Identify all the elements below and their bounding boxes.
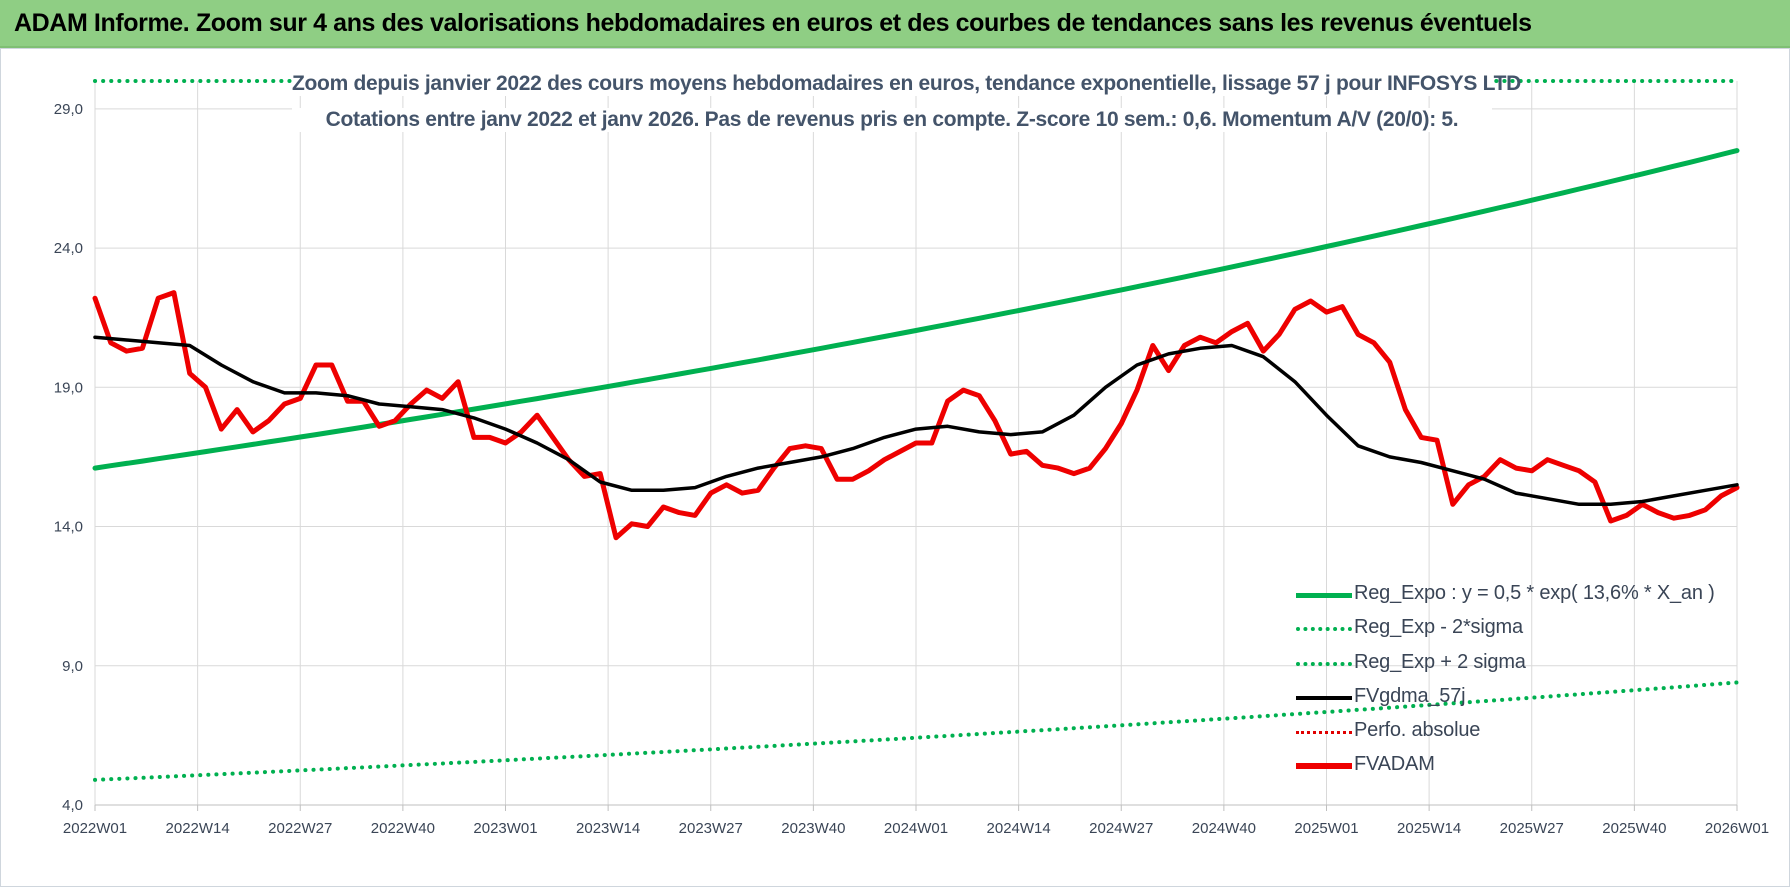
x-tick-label: 2022W27 xyxy=(268,820,332,837)
y-tick-label: 14,0 xyxy=(54,519,83,536)
x-tick-label: 2025W40 xyxy=(1602,820,1666,837)
chart-subtitle: Cotations entre janv 2022 et janv 2026. … xyxy=(292,108,1492,132)
legend-label: Reg_Expo : y = 0,5 * exp( 13,6% * X_an ) xyxy=(1354,582,1715,604)
report-banner: ADAM Informe. Zoom sur 4 ans des valoris… xyxy=(0,0,1790,48)
legend-label: FVgdma_57j xyxy=(1354,684,1466,707)
legend-swatch-solid-red xyxy=(1296,763,1352,770)
chart-title: Zoom depuis janvier 2022 des cours moyen… xyxy=(292,72,1521,96)
report-title: ADAM Informe. Zoom sur 4 ans des valoris… xyxy=(14,9,1532,37)
x-tick-label: 2024W40 xyxy=(1192,820,1256,837)
legend-label: Perfo. absolue xyxy=(1354,719,1481,742)
legend-swatch-dotted-green xyxy=(1296,627,1352,632)
legend-swatch-solid-green xyxy=(1296,593,1352,598)
line-chart: 4,09,014,019,024,029,0 2022W01 2022W14 202… xyxy=(54,79,1769,837)
chart-legend: Reg_Expo : y = 0,5 * exp( 13,6% * X_an )… xyxy=(1296,578,1716,784)
x-tick-label: 2023W40 xyxy=(781,820,845,837)
x-tick-label: 2023W14 xyxy=(576,820,640,837)
series-reg-expo-line xyxy=(92,148,1740,471)
legend-label: Reg_Exp - 2*sigma xyxy=(1354,616,1523,639)
legend-swatch-dotted-green xyxy=(1296,661,1352,666)
x-tick-label: 2024W14 xyxy=(987,820,1051,837)
x-tick-label: 2024W01 xyxy=(884,820,948,837)
legend-entry-fvadam: FVADAM xyxy=(1296,749,1716,783)
x-tick-label: 2022W40 xyxy=(371,820,435,837)
chart-grid xyxy=(94,81,1738,811)
y-axis-tick-labels: 4,0 9,0 14,0 19,0 24,0 29,0 xyxy=(54,101,83,814)
legend-entry-fvgdma: FVgdma_57j xyxy=(1296,681,1716,715)
x-tick-label: 2025W27 xyxy=(1500,820,1564,837)
legend-entry-reg-exp-plus: Reg_Exp + 2 sigma xyxy=(1296,647,1716,681)
x-tick-label: 2023W01 xyxy=(473,820,537,837)
x-tick-label: 2023W27 xyxy=(679,820,743,837)
x-tick-label: 2025W14 xyxy=(1397,820,1461,837)
series-fvgdma-57j-line xyxy=(93,335,1739,507)
x-tick-label: 2026W01 xyxy=(1705,820,1769,837)
legend-entry-reg-expo: Reg_Expo : y = 0,5 * exp( 13,6% * X_an ) xyxy=(1296,578,1716,612)
series-reg-exp-minus-2sigma-line xyxy=(93,680,1739,782)
x-tick-label: 2024W27 xyxy=(1089,820,1153,837)
y-tick-label: 29,0 xyxy=(54,101,83,118)
legend-entry-perfo-absolue: Perfo. absolue xyxy=(1296,715,1716,749)
legend-label: FVADAM xyxy=(1354,753,1435,776)
legend-swatch-dotted-red xyxy=(1296,731,1352,735)
y-tick-label: 9,0 xyxy=(62,658,83,675)
x-tick-label: 2022W14 xyxy=(166,820,230,837)
y-tick-label: 19,0 xyxy=(54,379,83,396)
series-fvadam-line xyxy=(92,290,1740,541)
y-tick-label: 24,0 xyxy=(54,240,83,257)
x-tick-label: 2022W01 xyxy=(63,820,127,837)
x-axis-tick-labels: 2022W01 2022W14 2022W27 2022W40 2023W01 2023W… xyxy=(63,820,1769,837)
y-tick-label: 4,0 xyxy=(62,797,83,814)
legend-label: Reg_Exp + 2 sigma xyxy=(1354,650,1526,673)
x-tick-label: 2025W01 xyxy=(1294,820,1358,837)
legend-entry-reg-exp-minus: Reg_Exp - 2*sigma xyxy=(1296,612,1716,646)
legend-swatch-solid-black xyxy=(1296,695,1352,700)
